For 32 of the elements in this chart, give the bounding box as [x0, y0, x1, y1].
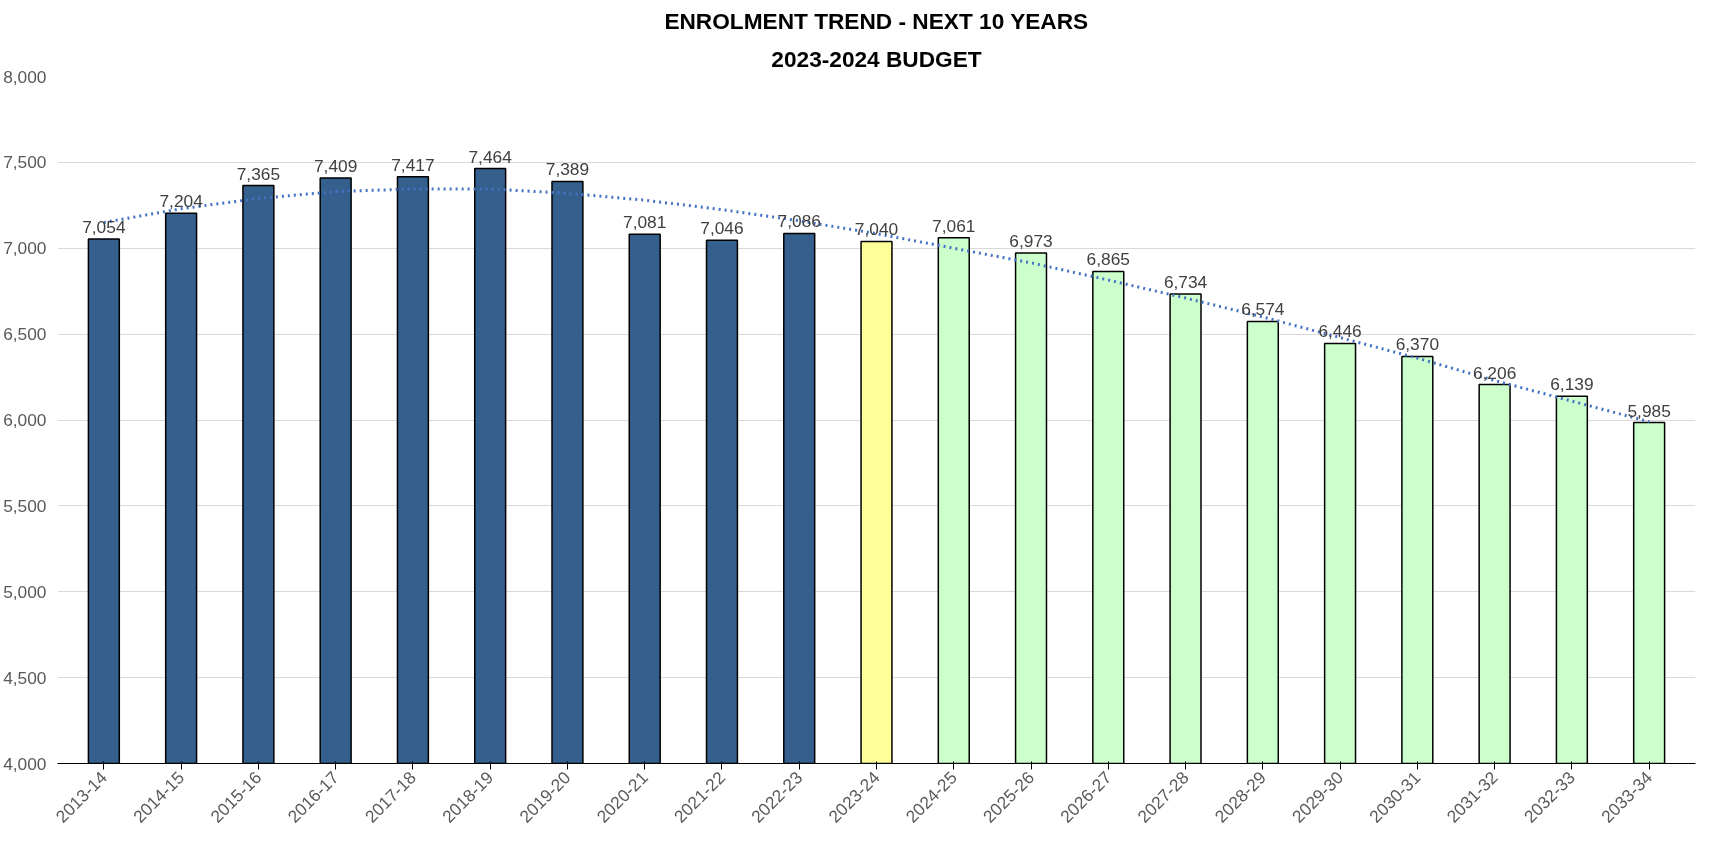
y-tick-label: 5,000 [3, 581, 47, 602]
y-tick-label: 5,500 [3, 495, 47, 516]
data-label: 7,061 [932, 215, 976, 236]
data-label: 6,139 [1550, 374, 1594, 395]
y-tick-label: 8,000 [3, 66, 47, 87]
y-tick-label: 7,500 [3, 152, 47, 173]
y-tick-label: 4,000 [3, 753, 47, 774]
data-label: 7,389 [545, 159, 590, 180]
data-label: 7,365 [236, 163, 281, 184]
data-label: 7,086 [777, 211, 821, 232]
data-label: 7,046 [700, 218, 744, 239]
y-tick-label: 7,000 [3, 238, 47, 259]
y-tick-label: 4,500 [3, 667, 47, 688]
data-label: 6,973 [1009, 230, 1053, 251]
data-label: 7,040 [854, 219, 899, 240]
data-label: 6,734 [1163, 271, 1208, 292]
data-label: 6,370 [1395, 334, 1440, 355]
chart-subtitle: 2023-2024 BUDGET [771, 45, 982, 72]
data-label: 7,464 [468, 146, 513, 167]
data-label: 7,204 [159, 191, 204, 212]
data-label: 5,985 [1627, 400, 1671, 421]
data-label: 7,417 [391, 154, 435, 175]
data-label: 6,574 [1241, 299, 1285, 320]
data-label: 7,081 [623, 212, 667, 233]
y-tick-label: 6,500 [3, 324, 47, 345]
data-label: 6,206 [1472, 362, 1517, 383]
data-label: 7,054 [82, 216, 126, 237]
data-label: 7,409 [313, 156, 358, 176]
chart-title: ENROLMENT TREND - NEXT 10 YEARS [664, 7, 1089, 34]
data-label: 6,865 [1086, 249, 1130, 270]
y-tick-label: 6,000 [3, 410, 47, 430]
data-label: 6,446 [1318, 321, 1362, 342]
